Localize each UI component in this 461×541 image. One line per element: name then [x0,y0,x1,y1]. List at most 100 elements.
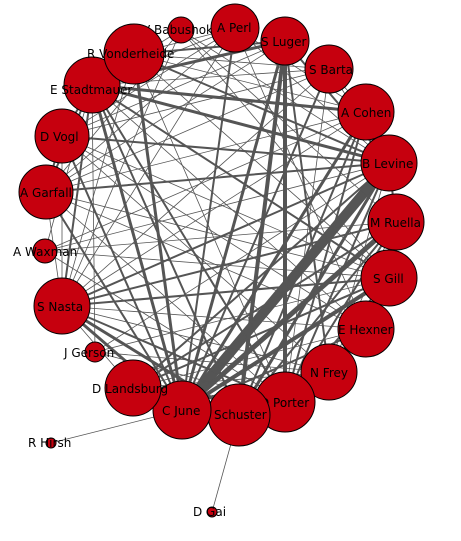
edge-barta-vogl [61,68,330,137]
node-label: B Levine [362,157,413,171]
edge-babushok-gill [180,29,390,279]
edge-vonderheide-gill [133,53,390,279]
edge-vonderheide-nasta [61,53,135,307]
node-circle [34,108,90,164]
node-label: D Gai [193,505,226,519]
edge-waxman-porter [44,250,286,403]
edge-stadtmauer-nasta [61,84,93,307]
node-circle [84,341,106,363]
node-june[interactable]: C June [152,380,212,440]
node-label: R Vonderheide [87,47,174,61]
node-circle [337,83,395,141]
edge-levine-garfall [45,162,390,193]
node-babushok[interactable]: V Babushok [142,16,213,44]
node-waxman[interactable]: A Waxman [13,238,77,264]
node-label: D Landsburg [92,382,168,396]
node-circle [63,56,121,114]
node-circle [18,164,74,220]
node-circle [167,16,195,44]
node-label: A Perl [217,21,251,35]
node-circle [304,44,354,94]
edge-cohen-vonderheide [133,53,367,113]
edge-waxman-cohen [44,111,367,252]
node-label: Schuster [214,408,267,422]
node-circle [103,23,165,85]
edge-gerson-stadtmauer [91,84,96,353]
node-frey[interactable]: N Frey [300,343,358,401]
node-label: A Waxman [13,245,77,259]
node-hexner[interactable]: E Hexner [337,300,395,358]
node-luger[interactable]: S Luger [260,16,310,66]
edge-waxman-levine [44,162,390,252]
edge-perl-garfall [45,27,236,193]
node-circle [206,506,218,518]
edge-june-vogl [61,135,183,411]
edges-layer [44,27,399,513]
node-circle [210,3,260,53]
edge-levine-landsburg [132,162,390,389]
node-label: D Porter [260,396,309,410]
edge-waxman-stadtmauer [44,84,93,252]
node-nasta[interactable]: S Nasta [33,277,91,335]
edge-cohen-porter [284,111,367,403]
node-label: C June [162,404,200,418]
node-circle [367,193,425,251]
edge-vogl-gill [61,135,390,279]
node-schuster[interactable]: Schuster [207,383,271,447]
node-circle [104,359,162,417]
edge-june-cohen [180,110,368,412]
edge-levine-vonderheide [133,53,390,164]
node-circle [32,238,58,264]
node-gai[interactable]: D Gai [193,505,226,519]
edge-stadtmauer-hexner [91,84,367,330]
edge-nasta-gill [61,277,390,307]
node-gerson[interactable]: J Gerson [63,341,114,363]
node-landsburg[interactable]: D Landsburg [92,359,168,417]
node-label: D Vogl [40,130,79,144]
edge-schuster-stadtmauer [91,84,240,416]
edge-hexner-landsburg [132,328,367,389]
edge-cohen-garfall [45,111,367,193]
edge-waxman-gill [44,250,390,279]
node-circle [152,380,212,440]
node-cohen[interactable]: A Cohen [337,83,395,141]
node-label: S Nasta [37,300,83,314]
edge-schuster-cohen [238,111,367,416]
node-garfall[interactable]: A Garfall [18,164,74,220]
edge-barta-nasta [61,68,330,307]
edge-garfall-hexner [45,191,367,330]
node-hirsh[interactable]: R Hirsh [28,436,71,450]
edge-babushok-ruella [180,29,397,223]
edge-schuster-nasta [60,304,241,417]
node-vogl[interactable]: D Vogl [34,108,90,164]
node-vonderheide[interactable]: R Vonderheide [87,23,174,85]
node-label: E Hexner [338,323,393,337]
node-circle [33,277,91,335]
edge-waxman-ruella [44,221,397,252]
node-label: S Luger [261,35,307,49]
edge-vogl-frey [61,135,330,373]
edge-babushok-levine [180,29,390,164]
edge-nasta-ruella [61,221,397,307]
edge-levine-nasta [61,162,390,307]
edge-ruella-landsburg [132,221,397,389]
edge-gerson-frey [94,351,330,373]
edge-levine-vogl [61,135,390,164]
edge-perl-levine [234,27,390,164]
node-stadtmauer[interactable]: E Stadtmauer [50,56,132,114]
node-circle [360,249,418,307]
node-ruella[interactable]: M Ruella [367,193,425,251]
edge-stadtmauer-gill [91,84,390,279]
edge-barta-porter [284,68,330,403]
node-circle [337,300,395,358]
node-circle [260,16,310,66]
node-barta[interactable]: S Barta [304,44,354,94]
node-perl[interactable]: A Perl [210,3,260,53]
node-label: A Cohen [341,106,391,120]
node-label: A Garfall [20,186,72,200]
node-gill[interactable]: S Gill [360,249,418,307]
node-levine[interactable]: B Levine [360,134,418,192]
edge-gerson-levine [94,162,390,353]
node-label: S Barta [309,63,353,77]
